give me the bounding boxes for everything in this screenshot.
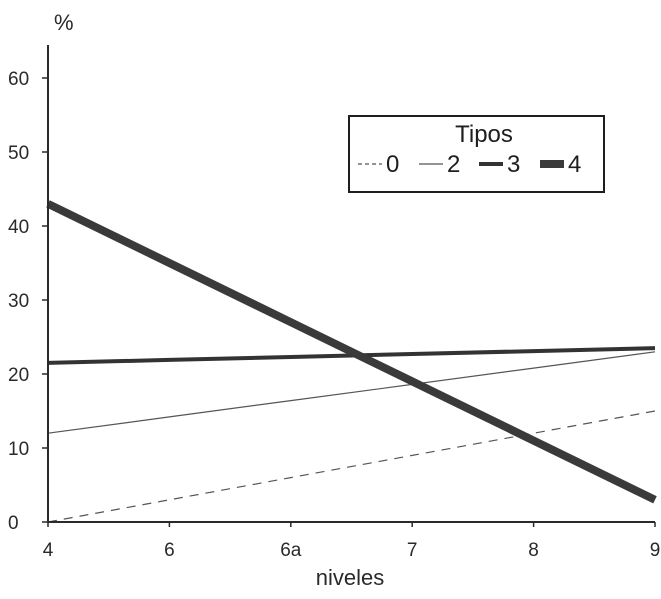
y-tick-label: 60 — [8, 69, 29, 90]
legend-label-2: 2 — [447, 151, 460, 178]
x-tick-label: 9 — [650, 540, 661, 561]
series-line-0 — [47, 410, 656, 523]
y-tick-label: 30 — [8, 291, 29, 312]
legend-label-0: 0 — [386, 151, 399, 178]
x-tick-label: 7 — [407, 540, 418, 561]
x-tick-label: 8 — [528, 540, 539, 561]
x-axis-ticks: 4 6 6a 7 8 9 — [43, 522, 661, 561]
series-layer — [46, 200, 657, 523]
legend-label-3: 3 — [507, 151, 520, 178]
legend-label-4: 4 — [568, 151, 581, 178]
x-tick-label: 4 — [43, 540, 54, 561]
series-line-2 — [47, 351, 656, 434]
y-tick-label: 40 — [8, 217, 29, 238]
y-axis-ticks: 0 10 20 30 40 50 60 — [8, 69, 48, 534]
legend-title: Tipos — [455, 121, 513, 148]
y-tick-label: 0 — [8, 513, 19, 534]
y-tick-label: 50 — [8, 143, 29, 164]
x-tick-label: 6 — [164, 540, 175, 561]
series-line-4 — [46, 200, 657, 504]
x-tick-label: 6a — [280, 540, 302, 561]
legend-items: 0 2 3 4 — [358, 151, 581, 178]
y-tick-label: 10 — [8, 439, 29, 460]
x-axis-title: niveles — [316, 565, 384, 590]
legend: Tipos 0 2 3 4 — [348, 115, 605, 193]
y-tick-label: 20 — [8, 365, 29, 386]
y-axis-title: % — [54, 10, 74, 35]
legend-box — [348, 115, 605, 193]
